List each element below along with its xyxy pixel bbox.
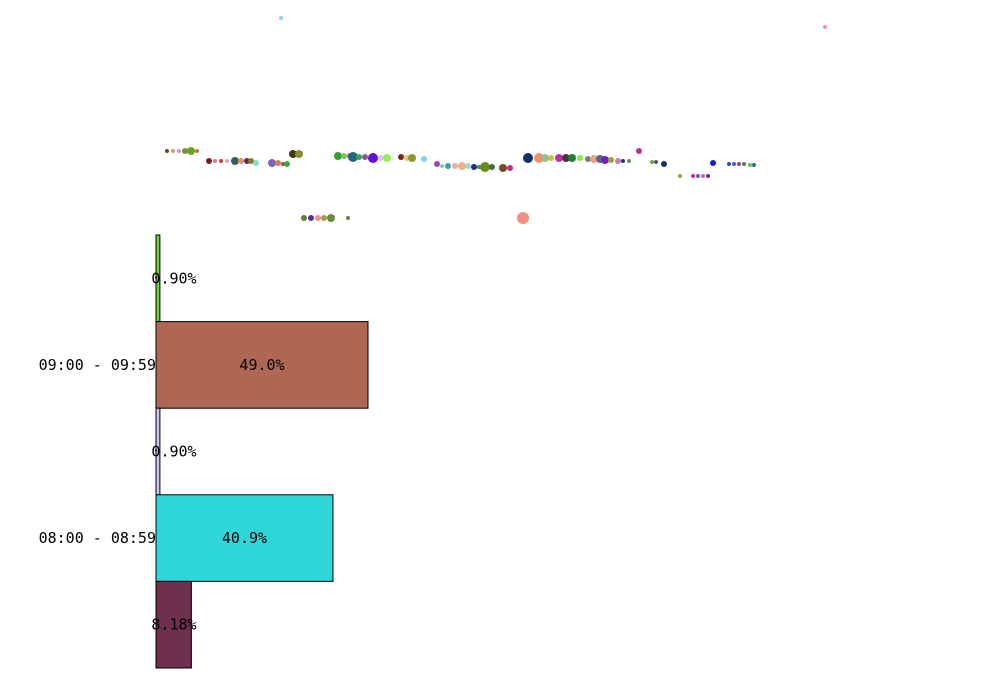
scatter-point-45	[489, 164, 495, 170]
scatter-point-41	[465, 163, 471, 169]
scatter-point-83	[321, 215, 327, 221]
scatter-point-69	[691, 174, 695, 178]
category-tick-label-1: 09:00 - 09:59	[39, 356, 156, 374]
scatter-point-47	[507, 165, 513, 171]
scatter-point-37	[440, 164, 444, 168]
scatter-point-82	[315, 215, 321, 221]
scatter-point-64	[636, 148, 642, 154]
scatter-point-18	[275, 160, 281, 166]
scatter-point-1	[823, 25, 827, 29]
scatter-point-13	[238, 158, 244, 164]
scatter-point-22	[295, 150, 303, 158]
scatter-point-3	[171, 149, 175, 153]
bar-4	[155, 580, 192, 669]
bar-value-label-3: 40.9%	[222, 529, 267, 547]
scatter-point-19	[281, 162, 285, 166]
scatter-point-50	[541, 154, 549, 162]
scatter-point-62	[621, 159, 625, 163]
scatter-point-20	[284, 161, 290, 167]
scatter-point-6	[187, 147, 195, 155]
scatter-point-81	[308, 215, 314, 221]
scatter-point-48	[523, 153, 533, 163]
scatter-point-73	[710, 160, 716, 166]
bar-3	[155, 494, 334, 582]
scatter-point-56	[585, 156, 591, 162]
scatter-point-43	[477, 165, 481, 169]
scatter-point-72	[706, 174, 710, 178]
scatter-point-28	[362, 154, 368, 160]
scatter-point-21	[289, 150, 297, 158]
scatter-point-36	[434, 161, 440, 167]
scatter-point-52	[555, 154, 563, 162]
scatter-point-38	[445, 163, 451, 169]
scatter-point-65	[650, 160, 654, 164]
bar-value-label-2: 0.90%	[151, 443, 196, 461]
scatter-point-16	[253, 160, 259, 166]
scatter-point-27	[356, 154, 362, 160]
scatter-point-40	[458, 162, 466, 170]
scatter-point-74	[727, 162, 731, 166]
scatter-point-55	[577, 155, 583, 161]
scatter-point-53	[562, 154, 570, 162]
scatter-point-7	[195, 149, 199, 153]
scatter-point-42	[471, 164, 477, 170]
scatter-point-67	[661, 161, 667, 167]
scatter-point-60	[608, 157, 614, 163]
scatter-point-26	[348, 152, 358, 162]
bar-value-label-4: 8.18%	[151, 616, 196, 634]
scatter-point-86	[517, 212, 529, 224]
scatter-point-29	[368, 153, 378, 163]
bar-value-label-0: 0.90%	[151, 269, 196, 287]
scatter-point-24	[341, 153, 347, 159]
scatter-point-79	[752, 163, 756, 167]
scatter-point-8	[206, 158, 212, 164]
scatter-point-85	[346, 216, 350, 220]
scatter-point-57	[590, 155, 598, 163]
scatter-point-5	[182, 148, 188, 154]
label-layer: 0.90% 49.0% 09:00 - 09:59 0.90% 40.9% 08:00 -…	[39, 269, 285, 633]
scatter-point-70	[696, 174, 700, 178]
scatter-layer	[165, 16, 827, 224]
scatter-point-75	[732, 162, 736, 166]
scatter-point-0	[279, 16, 283, 20]
scatter-point-84	[327, 214, 335, 222]
bar-1	[155, 321, 369, 409]
scatter-point-68	[678, 174, 682, 178]
scatter-point-80	[301, 215, 307, 221]
scatter-point-23	[334, 152, 342, 160]
scatter-point-71	[701, 174, 705, 178]
scatter-point-11	[225, 159, 229, 163]
scatter-point-44	[480, 162, 490, 172]
scatter-point-61	[615, 158, 621, 164]
scatter-point-4	[177, 149, 181, 153]
scatter-point-46	[499, 164, 507, 172]
scatter-point-15	[248, 158, 254, 164]
scatter-point-51	[548, 155, 554, 161]
scatter-point-49	[534, 153, 544, 163]
scatter-point-34	[408, 154, 416, 162]
scatter-point-12	[231, 157, 239, 165]
scatter-point-78	[748, 163, 752, 167]
scatter-point-10	[219, 159, 223, 163]
scatter-point-30	[378, 155, 384, 161]
scatter-point-76	[737, 162, 741, 166]
scatter-point-77	[742, 162, 746, 166]
scatter-point-59	[601, 156, 609, 164]
scatter-point-35	[421, 156, 427, 162]
scatter-point-9	[213, 159, 217, 163]
scatter-point-63	[627, 159, 631, 163]
bar-value-label-1: 49.0%	[239, 356, 284, 374]
scatter-point-39	[452, 163, 458, 169]
scatter-point-66	[654, 160, 658, 164]
scatter-point-31	[383, 154, 391, 162]
scatter-point-32	[398, 154, 404, 160]
scatter-point-17	[268, 159, 276, 167]
scatter-point-54	[568, 154, 576, 162]
category-tick-label-3: 08:00 - 08:59	[39, 529, 156, 547]
bar-layer	[155, 234, 369, 669]
scatter-point-2	[165, 149, 169, 153]
